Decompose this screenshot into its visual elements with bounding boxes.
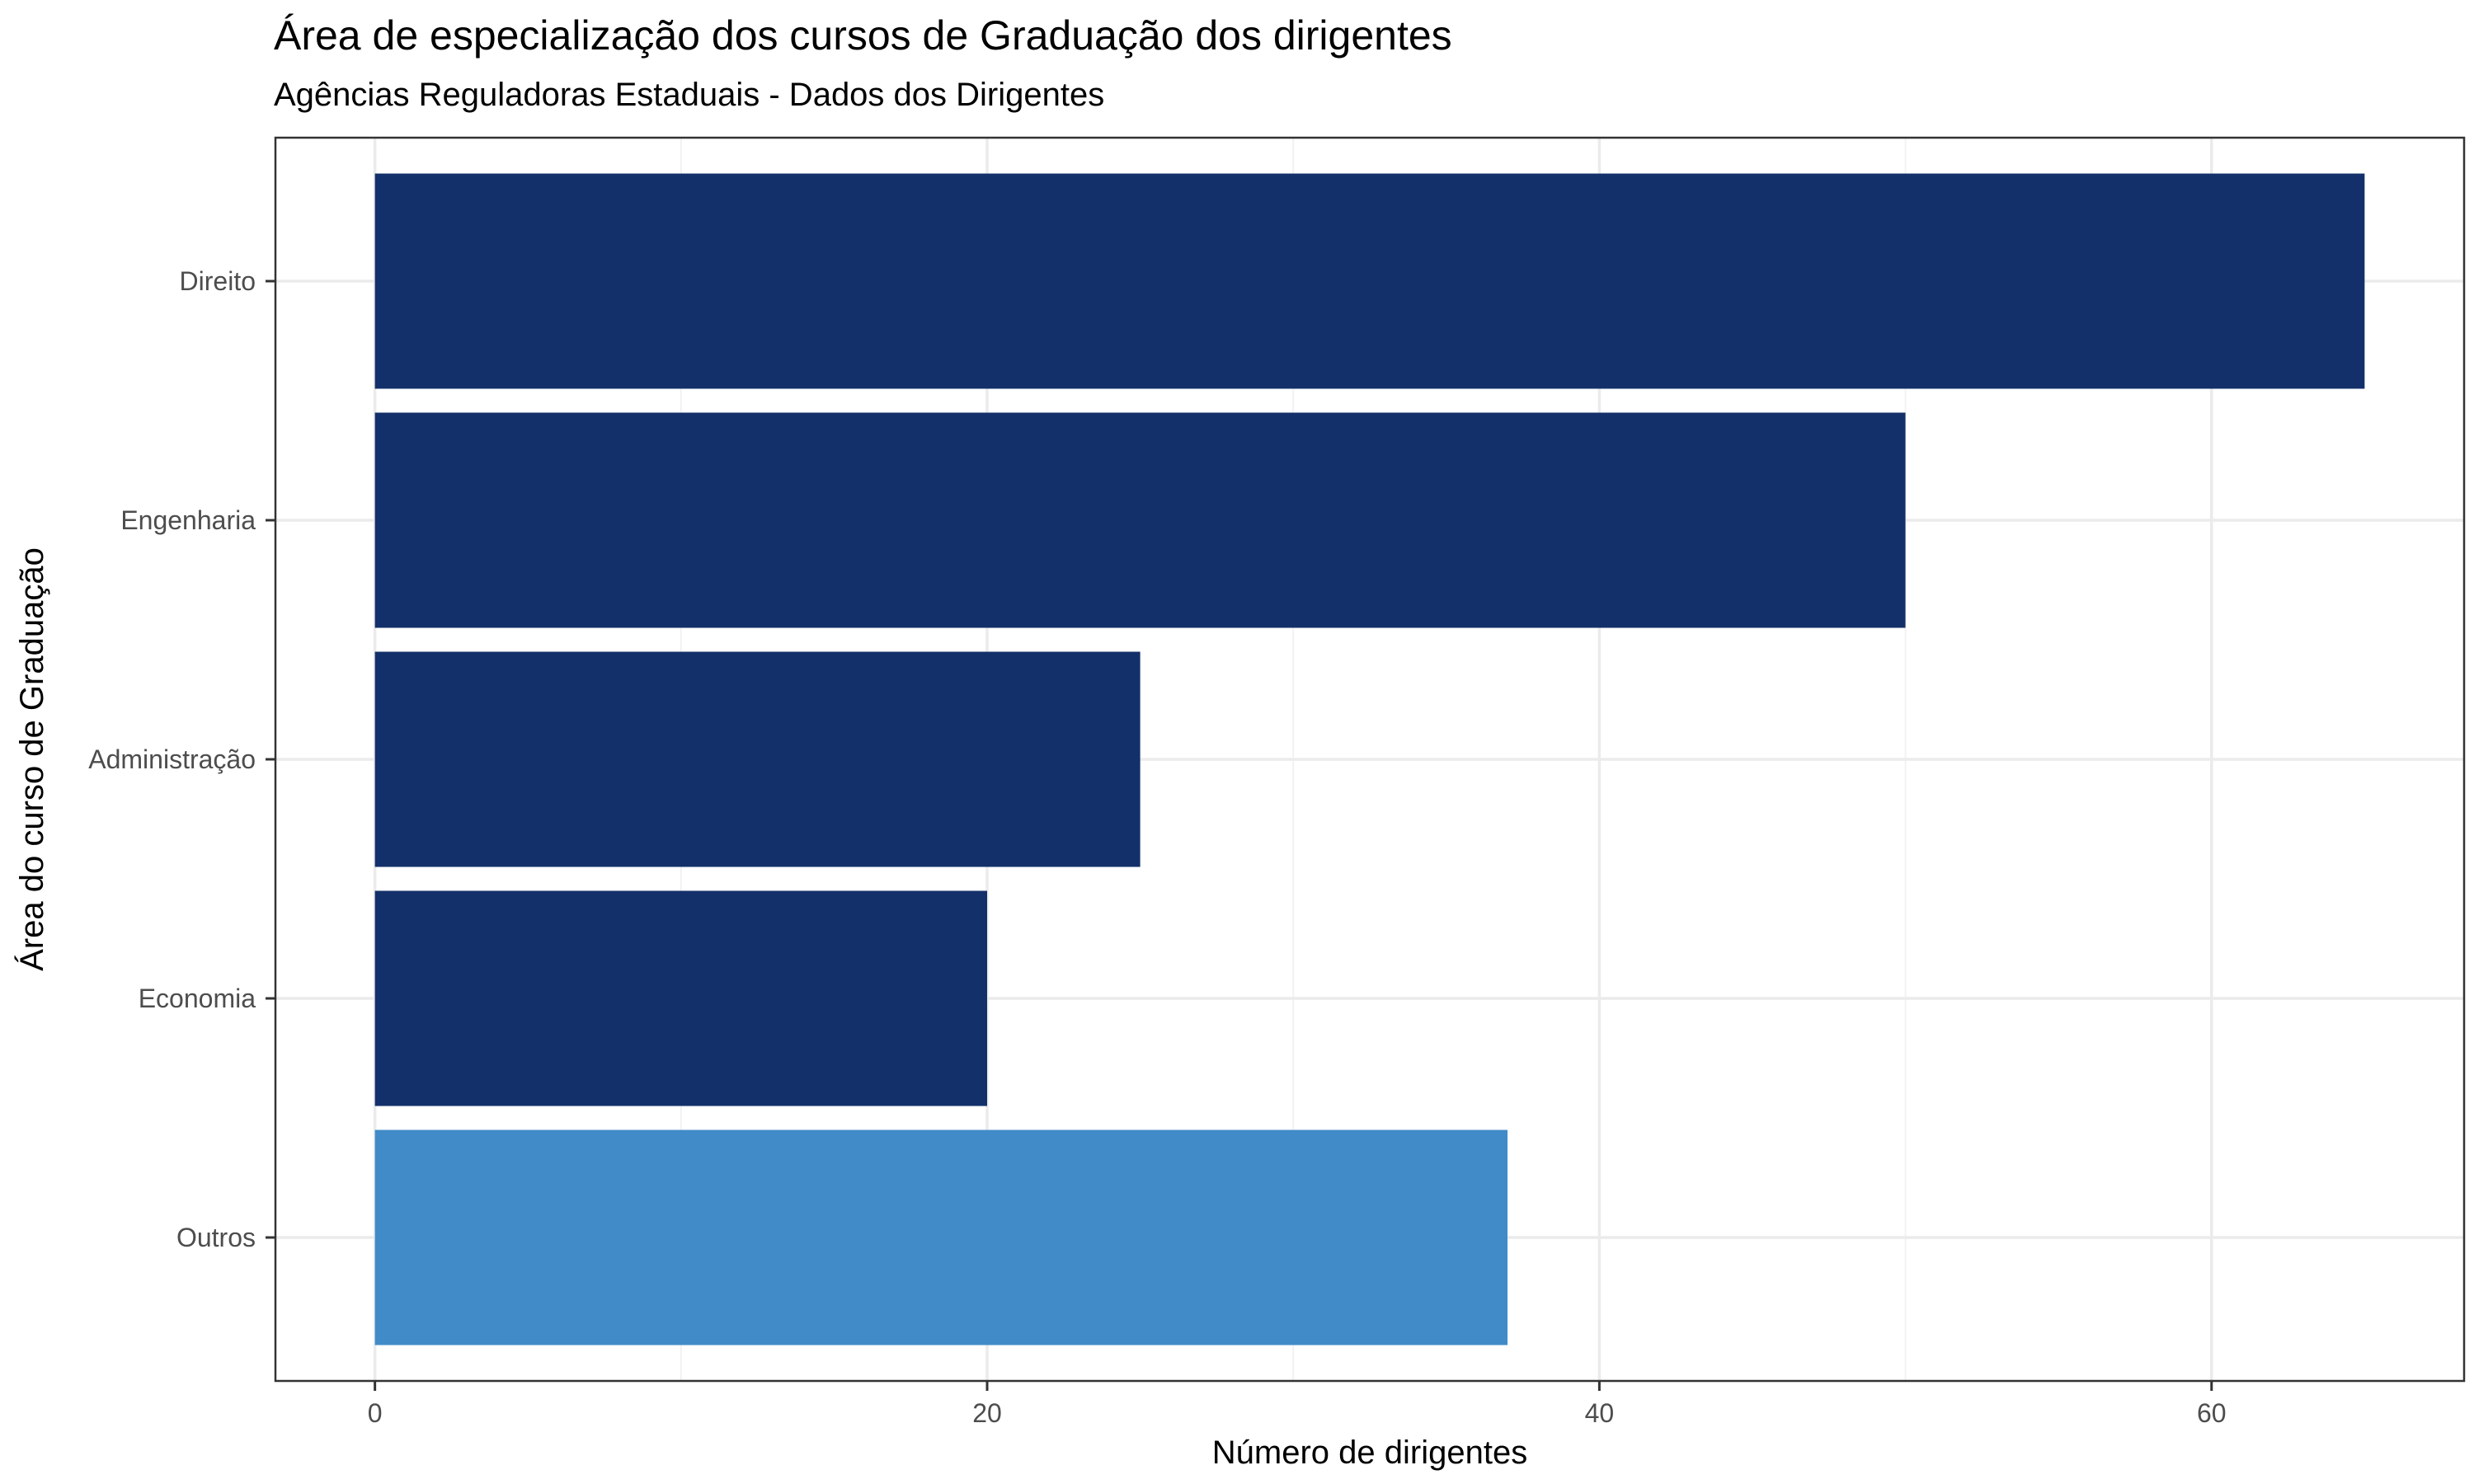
y-axis: Direito Engenharia Administração Economia Ou… xyxy=(88,266,275,1252)
x-axis-title: Número de dirigentes xyxy=(1212,1435,1527,1471)
bar-economia xyxy=(374,890,988,1106)
plot-panel xyxy=(274,136,2466,1383)
y-tick-label: Outros xyxy=(176,1223,256,1252)
y-tick-label: Direito xyxy=(180,266,256,296)
bar-engenharia xyxy=(374,412,1906,628)
bars xyxy=(374,173,2365,1345)
y-tick-label: Administração xyxy=(88,744,256,774)
y-axis-title: Área do curso de Graduação xyxy=(13,547,50,971)
y-tick-label: Engenharia xyxy=(120,505,256,535)
x-tick-label: 40 xyxy=(1585,1398,1615,1428)
chart-subtitle: Agências Reguladoras Estaduais - Dados d… xyxy=(274,77,1104,113)
y-tick-label: Economia xyxy=(139,984,256,1013)
x-tick-label: 60 xyxy=(2197,1398,2227,1428)
chart-title: Área de especialização dos cursos de Gra… xyxy=(274,12,1452,59)
x-axis: 0 20 40 60 xyxy=(368,1381,2227,1428)
bar-outros xyxy=(374,1129,1508,1345)
x-tick-label: 20 xyxy=(972,1398,1002,1428)
bar-administracao xyxy=(374,651,1141,867)
x-tick-label: 0 xyxy=(368,1398,383,1428)
bar-direito xyxy=(374,173,2365,389)
